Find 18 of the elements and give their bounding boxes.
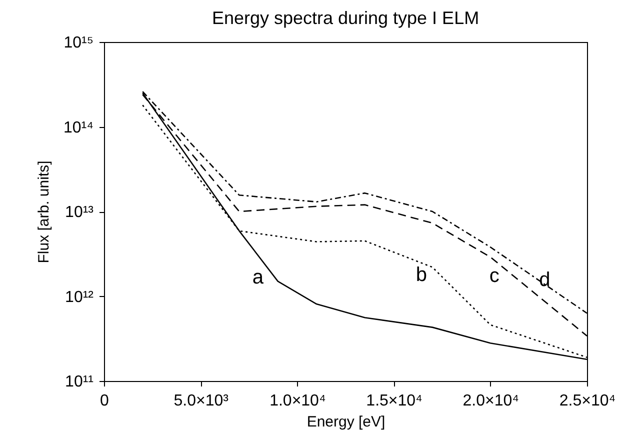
series-label: c <box>489 265 500 288</box>
series-label: d <box>539 269 550 292</box>
x-axis-title: Energy [eV] <box>306 414 386 430</box>
x-tick-label: 2.0×10⁴ <box>462 392 520 410</box>
y-tick-label: 10¹⁵ <box>64 34 94 52</box>
x-tick-label: 1.0×10⁴ <box>270 392 326 410</box>
y-axis-title: Flux [arb. units] <box>36 160 52 264</box>
x-tick-label: 2.5×10⁴ <box>559 392 616 410</box>
series-label: a <box>252 266 264 288</box>
y-tick-label: 10¹³ <box>65 204 94 221</box>
y-tick-label: 10¹² <box>65 288 94 306</box>
series-label: b <box>416 264 428 286</box>
chart-title: Energy spectra during type I ELM <box>212 8 480 28</box>
y-tick-label: 10¹⁴ <box>64 119 94 136</box>
x-tick-label: 0 <box>100 392 110 410</box>
y-tick-label: 10¹¹ <box>65 374 94 390</box>
x-tick-label: 5.0×10³ <box>174 392 230 410</box>
x-tick-label: 1.5×10⁴ <box>366 392 423 410</box>
